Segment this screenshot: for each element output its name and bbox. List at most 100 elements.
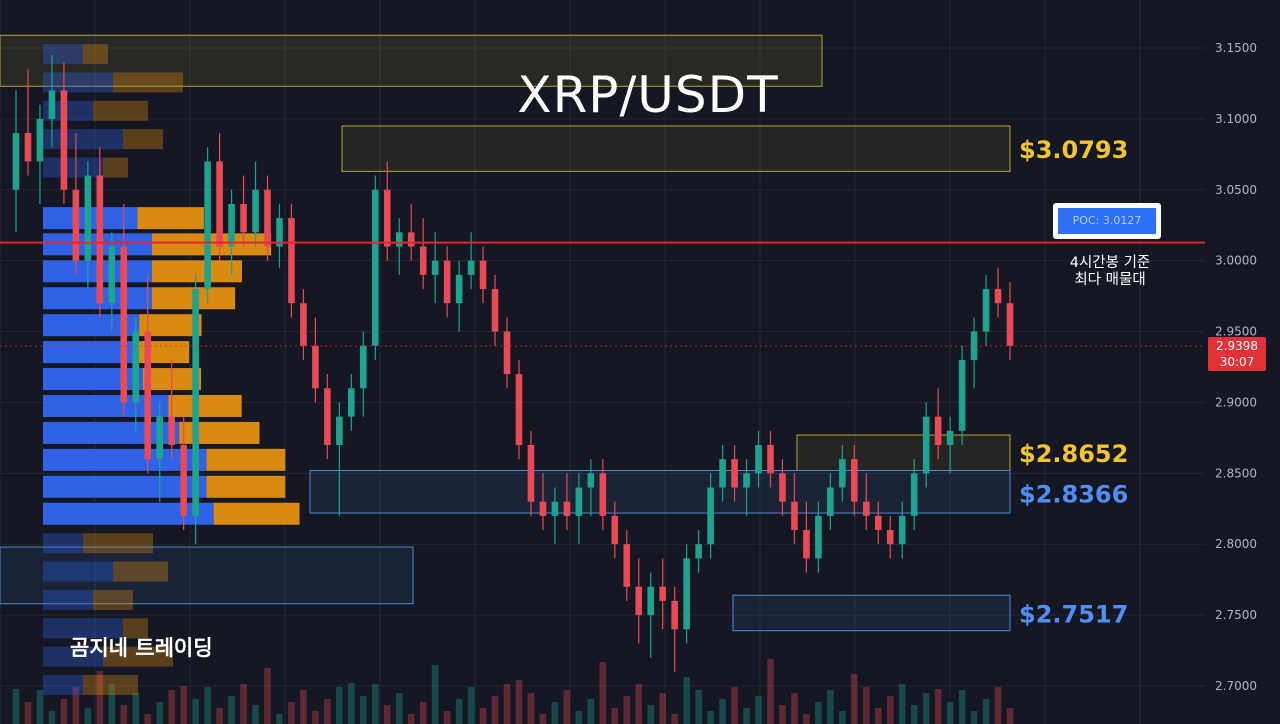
candle-body-10 bbox=[132, 331, 140, 403]
poc-label-box[interactable]: POC: 3.0127 bbox=[1053, 203, 1161, 239]
volume-bar-32 bbox=[395, 693, 403, 724]
candle-body-41 bbox=[503, 331, 511, 375]
volume-bar-54 bbox=[659, 693, 666, 724]
profile-fade-sell-2 bbox=[93, 100, 148, 121]
candle-body-76 bbox=[922, 416, 930, 474]
candle-body-15 bbox=[192, 289, 199, 516]
profile-sell-11 bbox=[213, 502, 300, 525]
profile-fade-sell-4 bbox=[103, 157, 128, 178]
candlestick-series bbox=[12, 55, 1014, 672]
candle-body-72 bbox=[874, 515, 882, 531]
candle-body-58 bbox=[707, 487, 714, 545]
extra-zone-1 bbox=[0, 546, 414, 605]
volume-bar-64 bbox=[779, 705, 786, 724]
poc-caption: 4시간봉 기준 최다 매물대 bbox=[1030, 255, 1190, 289]
candle-body-83 bbox=[1006, 303, 1014, 346]
volume-bar-43 bbox=[527, 693, 535, 724]
axis-tick-9: 2.7000 bbox=[1215, 679, 1257, 693]
level-label-3: $2.7517 bbox=[1019, 601, 1128, 629]
volume-bar-53 bbox=[647, 705, 655, 724]
volume-bar-25 bbox=[312, 711, 319, 724]
volume-bar-75 bbox=[910, 705, 918, 724]
support-resistance-zones bbox=[0, 34, 1011, 632]
volume-bar-66 bbox=[803, 714, 810, 724]
candle-body-9 bbox=[120, 246, 128, 403]
price-axis[interactable]: 3.1500 3.1000 3.0500 3.0000 2.9500 2.9000 2.85… bbox=[1215, 41, 1257, 693]
volume-bar-77 bbox=[934, 689, 942, 724]
volume-bar-3 bbox=[48, 711, 56, 724]
volume-bar-45 bbox=[551, 702, 559, 724]
candle-body-53 bbox=[647, 586, 655, 616]
candle-body-22 bbox=[276, 218, 283, 247]
volume-bar-68 bbox=[827, 690, 834, 724]
volume-bar-17 bbox=[216, 708, 223, 724]
candle-body-19 bbox=[240, 203, 247, 233]
poc-caption-line1: 4시간봉 기준 bbox=[1069, 255, 1151, 271]
poc-label: POC: 3.0127 bbox=[1058, 208, 1156, 234]
volume-bar-41 bbox=[503, 684, 511, 724]
volume-bar-12 bbox=[156, 702, 164, 724]
profile-fade-buy-9 bbox=[43, 646, 103, 667]
volume-bar-11 bbox=[144, 714, 152, 724]
profile-fade-buy-4 bbox=[43, 157, 103, 178]
level-zone-1 bbox=[796, 434, 1011, 471]
axis-tick-5: 2.9000 bbox=[1215, 395, 1257, 409]
candle-body-29 bbox=[360, 345, 367, 389]
candle-body-57 bbox=[695, 544, 702, 559]
candle-body-13 bbox=[168, 416, 175, 445]
candle-body-31 bbox=[383, 189, 391, 247]
profile-fade-sell-9 bbox=[103, 646, 173, 667]
volume-bar-52 bbox=[635, 684, 643, 724]
candle-body-71 bbox=[862, 501, 870, 516]
profile-fade-buy-5 bbox=[43, 533, 83, 554]
axis-tick-6: 2.8500 bbox=[1215, 466, 1257, 480]
axis-tick-4: 2.9500 bbox=[1215, 325, 1257, 339]
volume-bar-15 bbox=[192, 699, 199, 724]
volume-bar-9 bbox=[120, 705, 128, 724]
profile-sell-8 bbox=[179, 421, 260, 444]
volume-bar-80 bbox=[970, 711, 978, 724]
profile-fade-buy-1 bbox=[43, 72, 113, 93]
candle-body-4 bbox=[60, 90, 68, 190]
candle-body-69 bbox=[839, 459, 846, 488]
candle-body-68 bbox=[827, 487, 834, 516]
volume-bar-81 bbox=[982, 699, 990, 724]
candle-body-24 bbox=[300, 303, 307, 346]
volume-bar-71 bbox=[862, 687, 870, 724]
candle-body-50 bbox=[611, 515, 619, 545]
profile-fade-sell-8 bbox=[123, 618, 148, 639]
volume-bar-69 bbox=[839, 711, 846, 724]
candle-body-70 bbox=[851, 459, 858, 502]
profile-sell-4 bbox=[139, 314, 202, 337]
candle-body-35 bbox=[431, 260, 439, 275]
profile-fade-sell-0 bbox=[83, 44, 108, 65]
candle-body-74 bbox=[898, 515, 906, 545]
volume-bar-40 bbox=[491, 696, 499, 724]
candle-body-5 bbox=[72, 189, 80, 261]
candle-body-64 bbox=[779, 473, 786, 502]
volume-bar-36 bbox=[443, 711, 451, 724]
level-label-0: $3.0793 bbox=[1019, 136, 1128, 164]
profile-fade-sell-10 bbox=[83, 675, 138, 695]
candle-body-32 bbox=[395, 232, 403, 247]
candle-body-25 bbox=[312, 345, 319, 389]
watermark: 곰지네 트레이딩 bbox=[70, 636, 213, 660]
profile-buy-6 bbox=[43, 368, 143, 391]
candle-body-67 bbox=[815, 515, 822, 559]
volume-bar-7 bbox=[96, 671, 104, 724]
candle-body-17 bbox=[216, 161, 223, 247]
profile-buy-10 bbox=[43, 475, 207, 498]
volume-bar-73 bbox=[886, 696, 894, 724]
current-price-tag: 2.9398 30:07 bbox=[1208, 337, 1266, 371]
profile-fade-buy-6 bbox=[43, 561, 113, 582]
profile-fade-sell-7 bbox=[93, 589, 133, 610]
candle-body-82 bbox=[994, 289, 1002, 304]
volume-bar-72 bbox=[874, 708, 882, 724]
volume-bar-16 bbox=[204, 687, 211, 724]
volume-bar-60 bbox=[731, 687, 738, 724]
candle-body-79 bbox=[958, 359, 966, 431]
volume-bar-6 bbox=[84, 708, 92, 724]
candle-body-81 bbox=[982, 289, 990, 332]
candle-body-3 bbox=[48, 90, 56, 119]
